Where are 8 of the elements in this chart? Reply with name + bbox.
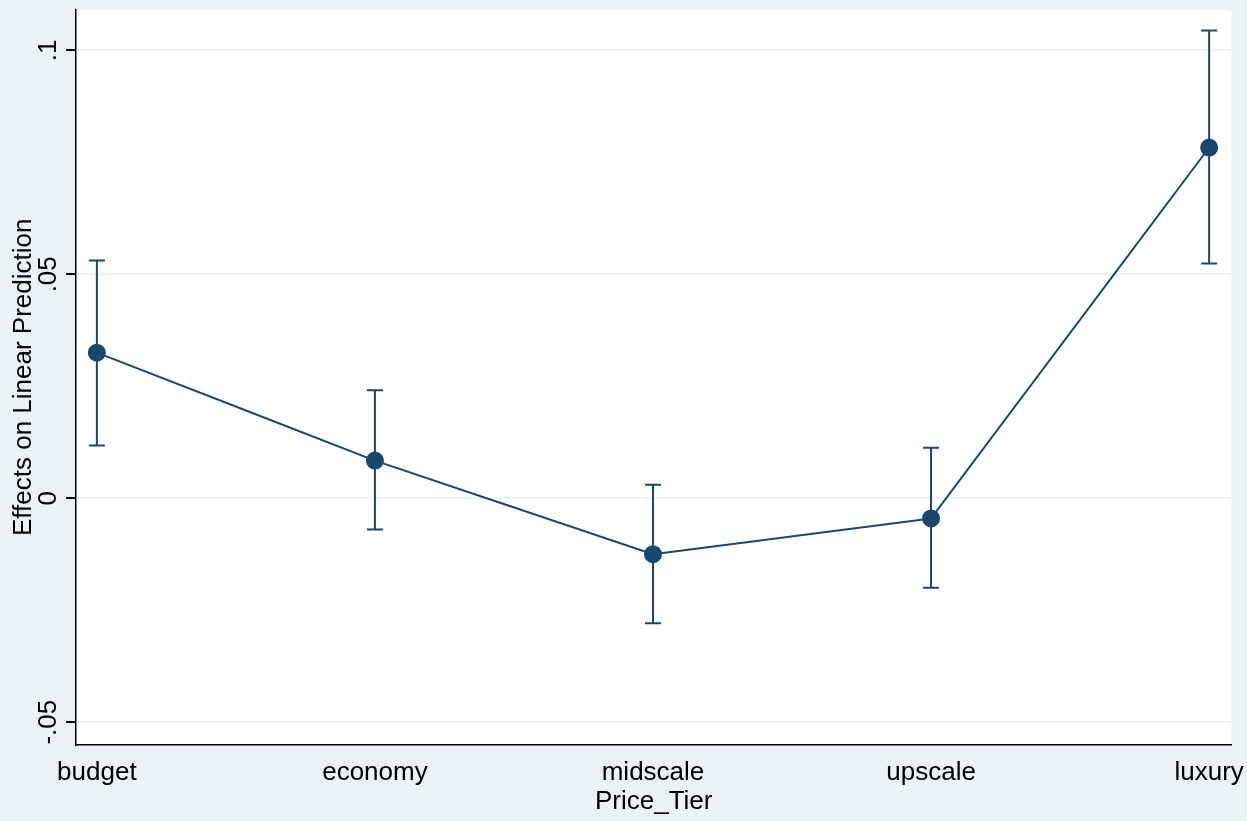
x-axis-title: Price_Tier	[594, 784, 713, 815]
y-tick-label: -.05	[32, 699, 63, 745]
y-tick-label: .1	[32, 39, 63, 62]
x-tick-label: economy	[322, 756, 428, 787]
x-tick-label: luxury	[1174, 756, 1244, 787]
x-tick-label: budget	[57, 756, 138, 787]
x-tick-label: midscale	[601, 756, 705, 787]
x-tick-label: upscale	[886, 756, 976, 787]
